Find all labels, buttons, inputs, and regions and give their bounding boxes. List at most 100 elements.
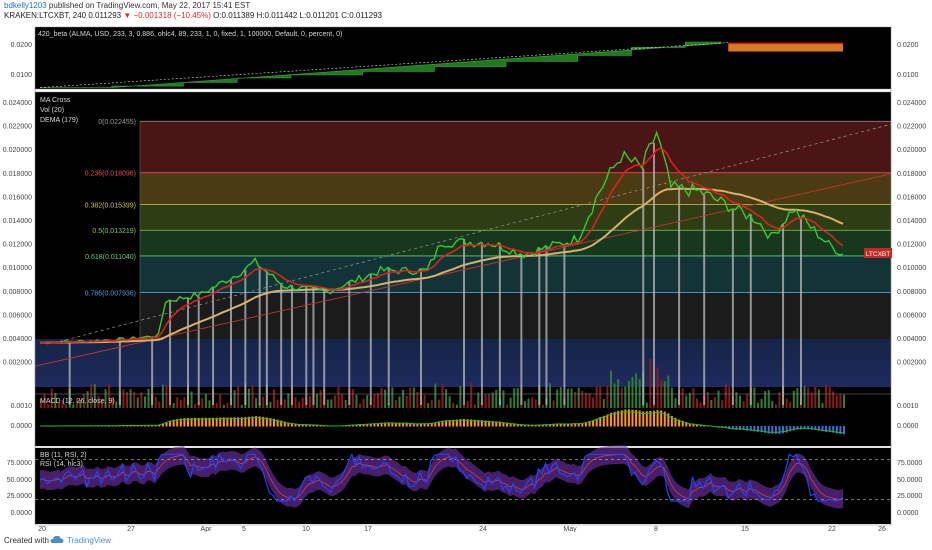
macd-bar [670,416,673,427]
macd-bar [280,420,283,427]
volume-bar [298,401,301,408]
volume-bar [344,400,347,408]
macd-bar [194,417,197,427]
signal-bar [749,214,752,405]
volume-bar [817,389,820,408]
macd-bar [452,419,455,427]
macd-bar [674,417,677,427]
tradingview-brand-link[interactable]: TradingView [67,536,112,545]
volume-bar [122,389,125,408]
volume-bar [294,397,297,408]
volume-bar [194,403,197,408]
volume-bar [255,398,258,408]
macd-bar [355,424,358,427]
macd-bar [273,418,276,427]
tick-label: 75.0000 [7,460,32,467]
rsi-pane-label: BB (11, RSI, 2) [40,452,87,459]
volume-bar [692,388,695,408]
volume-bar [319,390,322,408]
volume-bar [635,373,638,408]
signal-bar [678,186,681,405]
volume-bar [416,392,419,408]
volume-bar [764,390,767,408]
signal-bar [703,194,706,405]
macd-bar [595,418,598,427]
tick-label: 0.0010 [897,403,919,410]
volume-bar [366,395,369,408]
macd-bar [825,426,828,432]
fib-label: 0(0.022455) [98,119,136,126]
macd-bar [233,417,236,427]
volume-bar [803,386,806,408]
volume-bar [835,395,838,408]
volume-bar [330,399,333,408]
signal-bar [312,286,315,405]
chart-canvas[interactable]: 0(0.022455) 0.236(0.018096) 0.382(0.015399… [0,22,932,532]
volume-bar [721,400,724,408]
macd-bar [459,419,462,427]
volume-bar [65,404,68,408]
volume-bar [789,401,792,408]
signal-bar [212,287,215,405]
volume-bar [631,376,634,408]
macd-bar [251,416,254,427]
volume-bar [825,384,828,408]
tick-label: 0.002000 [3,360,32,367]
username-link[interactable]: bdkelly1203 [4,1,47,10]
macd-bar [609,412,612,427]
top-dotted-line [39,42,729,88]
volume-bar [792,390,795,408]
volume-bar [362,398,365,408]
volume-bar [226,402,229,408]
macd-bar [631,409,634,427]
tick-label: 0.018000 [3,171,32,178]
dashed-trend-line [59,123,892,342]
volume-bar [351,388,354,408]
volume-bar [161,384,164,408]
macd-bar [516,423,519,427]
volume-bar [778,392,781,408]
volume-bar [359,403,362,408]
macd-bar [767,426,770,434]
macd-bar [574,423,577,427]
macd-bar [176,419,179,427]
volume-bar [333,395,336,408]
tick-label: 0.0100 [11,72,33,79]
volume-bar [523,401,526,408]
macd-bar [688,423,691,427]
signal-bar [348,281,351,405]
axes: 0.0200 0.0200 0.0100 0.0100 0.024000 0.024000… [3,26,926,532]
volume-bar [455,404,458,408]
volume-bar [111,397,114,408]
volume-bar [670,387,673,408]
macd-bar [774,426,777,434]
signal-bar [244,270,247,405]
tick-label: 17 [364,526,372,532]
macd-bar [592,420,595,427]
volume-bar [606,385,609,408]
tick-label: 0.016000 [897,194,926,201]
macd-histogram [39,409,845,435]
macd-bar [477,420,480,427]
tick-label: 0.0200 [11,42,33,49]
volume-bar [251,384,254,408]
volume-bar [828,386,831,408]
volume-bar [760,398,763,408]
signal-bar [520,253,523,405]
volume-bar [83,394,86,408]
tick-label: 25.0000 [7,493,32,500]
macd-bar [520,424,523,427]
macd-bar [308,424,311,427]
rsi-series [35,445,891,509]
macd-bar [427,423,430,427]
macd-bar [294,423,297,427]
tick-label: 0.014000 [897,218,926,225]
macd-bar [244,417,247,427]
signal-bar [290,285,293,405]
volume-bar [276,399,279,408]
publisher-line: bdkelly1203 published on TradingView.com… [4,1,250,11]
tick-label: 0.020000 [3,147,32,154]
tick-label: 8 [654,526,658,532]
macd-bar [599,417,602,427]
volume-bar [384,389,387,408]
